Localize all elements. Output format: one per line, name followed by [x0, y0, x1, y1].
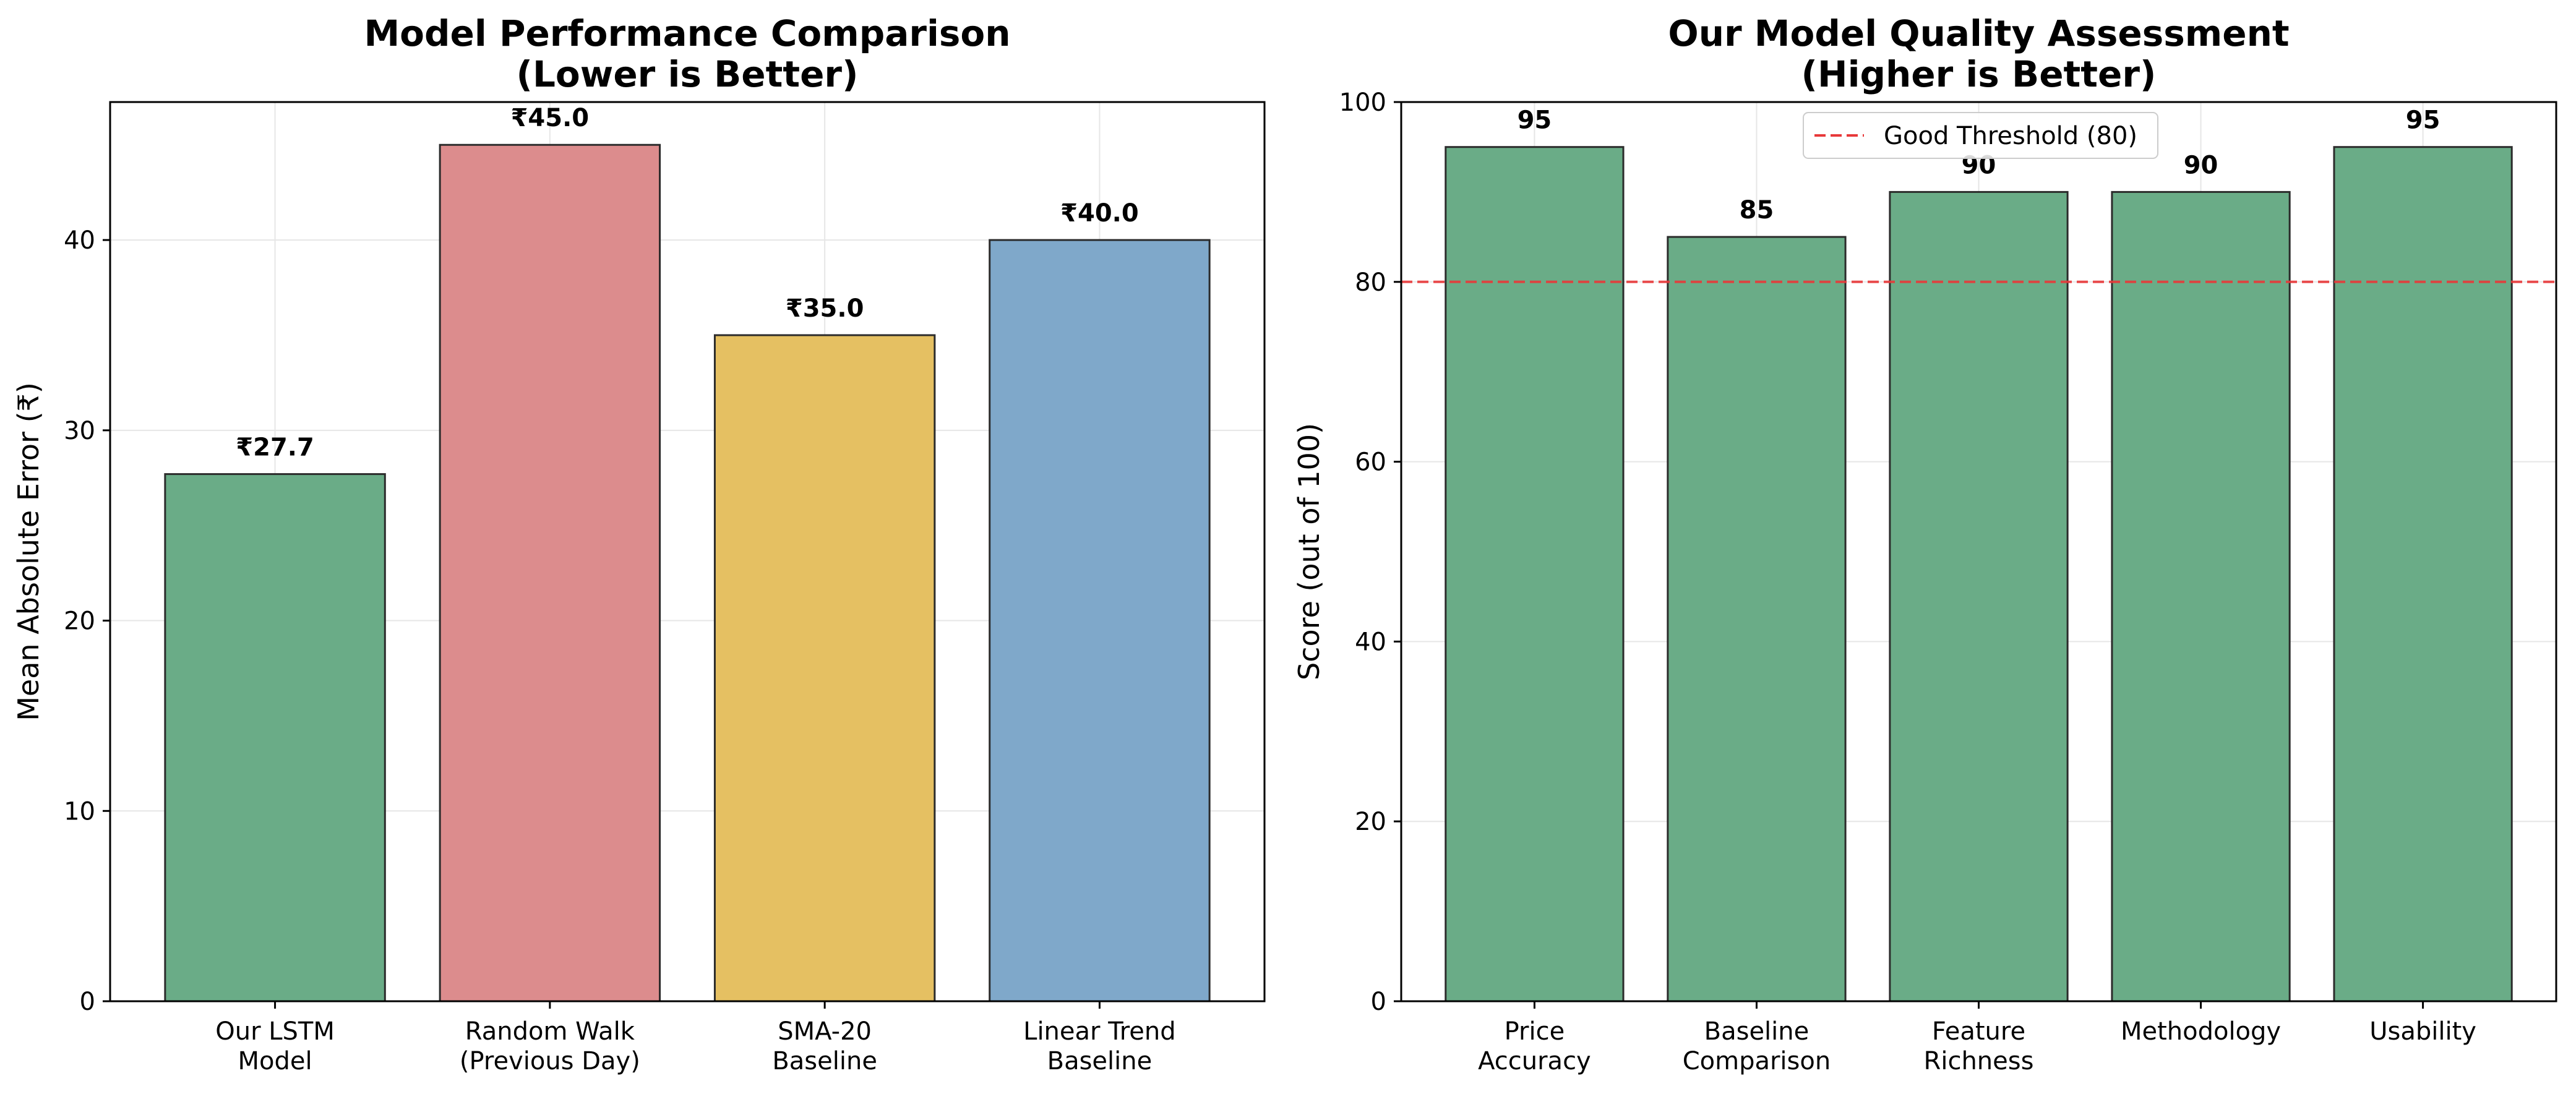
- y-tick-label: 30: [64, 417, 95, 445]
- bar: [164, 473, 386, 1002]
- legend-label: Good Threshold (80): [1884, 122, 2137, 150]
- x-tick-label: SMA-20 Baseline: [772, 1017, 877, 1075]
- x-tick-label-line: Our LSTM: [215, 1017, 335, 1046]
- bar-value-label: 95: [1518, 106, 1552, 135]
- x-tick-label: Baseline Comparison: [1683, 1017, 1831, 1075]
- x-tick-label-line: Baseline: [772, 1047, 877, 1075]
- x-tick-label: Random Walk (Previous Day): [460, 1017, 640, 1075]
- chart-title-line: (Higher is Better): [1801, 53, 2157, 95]
- bar: [2111, 190, 2291, 1002]
- y-tick-label: 20: [64, 607, 95, 636]
- y-tick-label: 10: [64, 797, 95, 826]
- bar-value-label: ₹35.0: [786, 294, 864, 323]
- y-tick-label: 0: [80, 988, 95, 1016]
- x-ticks: Price Accuracy Baseline Comparison Feature Ri…: [1478, 1001, 2476, 1075]
- bar-value-label: ₹27.7: [236, 434, 314, 462]
- x-tick-label-line: SMA-20: [778, 1017, 872, 1046]
- x-tick-label: Our LSTM Model: [215, 1017, 335, 1075]
- y-tick-label: 40: [1355, 628, 1386, 656]
- axes-frame: [109, 101, 1266, 1002]
- x-tick-label-line: Model: [238, 1047, 312, 1075]
- bar: [1889, 190, 2069, 1002]
- y-tick-label: 0: [1371, 988, 1386, 1016]
- x-tick-label-line: Accuracy: [1478, 1047, 1591, 1075]
- x-tick-label-line: Feature: [1932, 1017, 2025, 1046]
- chart-title-line: (Lower is Better): [516, 53, 858, 95]
- bar: [1445, 146, 1625, 1002]
- x-tick-label-line: Richness: [1924, 1047, 2034, 1075]
- x-tick-label-line: Usability: [2369, 1017, 2476, 1046]
- bar-value-label: ₹40.0: [1060, 199, 1139, 228]
- x-tick-label-line: Random Walk: [465, 1017, 635, 1046]
- bar: [2333, 146, 2513, 1002]
- legend-box: [1803, 112, 2158, 159]
- bar: [439, 143, 661, 1002]
- legend: Good Threshold (80): [1803, 112, 2158, 159]
- bars: ₹27.7 ₹45.0 ₹35.0 ₹40.0: [164, 104, 1211, 1002]
- x-tick-label: Methodology: [2121, 1017, 2281, 1046]
- y-ticks: 0 10 20 30 40: [64, 226, 110, 1016]
- chart-title: Model Performance Comparison (Lower is Be…: [364, 12, 1010, 95]
- x-tick-label-line: Price: [1505, 1017, 1565, 1046]
- x-tick-label-line: Linear Trend: [1023, 1017, 1176, 1046]
- chart-title: Our Model Quality Assessment (Higher is B…: [1668, 12, 2289, 95]
- y-tick-label: 60: [1355, 448, 1386, 477]
- x-tick-label: Usability: [2369, 1017, 2476, 1046]
- x-tick-label: Linear Trend Baseline: [1023, 1017, 1176, 1075]
- x-tick-label-line: Baseline: [1047, 1047, 1153, 1075]
- x-tick-label-line: (Previous Day): [460, 1047, 640, 1075]
- y-tick-label: 40: [64, 226, 95, 255]
- x-tick-label-line: Baseline: [1704, 1017, 1810, 1046]
- chart-title-line: Model Performance Comparison: [364, 12, 1010, 54]
- x-tick-label-line: Comparison: [1683, 1047, 1831, 1075]
- chart-title-line: Our Model Quality Assessment: [1668, 12, 2289, 54]
- x-tick-label: Feature Richness: [1924, 1017, 2034, 1075]
- x-ticks: Our LSTM Model Random Walk (Previous Day) SM…: [215, 1001, 1176, 1075]
- y-tick-label: 20: [1355, 808, 1386, 836]
- y-axis-label: Score (out of 100): [1292, 423, 1326, 680]
- bar-value-label: 95: [2406, 106, 2441, 135]
- y-tick-label: 80: [1355, 268, 1386, 297]
- bar-value-label: 85: [1740, 196, 1774, 224]
- y-ticks: 0 20 40 60 80 100: [1339, 88, 1401, 1016]
- x-tick-label: Price Accuracy: [1478, 1017, 1591, 1075]
- x-tick-label-line: Methodology: [2121, 1017, 2281, 1046]
- y-tick-label: 100: [1339, 88, 1386, 117]
- bar: [989, 239, 1211, 1002]
- bar-value-label: 90: [2184, 151, 2218, 179]
- bar: [713, 334, 936, 1002]
- bar-value-label: ₹45.0: [511, 104, 590, 132]
- bar: [1667, 236, 1847, 1002]
- y-axis-label: Mean Absolute Error (₹): [12, 382, 45, 721]
